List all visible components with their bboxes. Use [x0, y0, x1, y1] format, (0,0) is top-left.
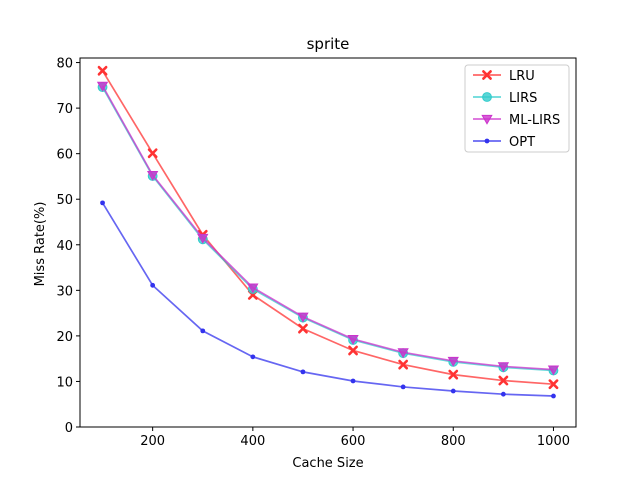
data-point-opt: [350, 378, 356, 384]
plot-frame: [79, 57, 577, 428]
legend-marker-lru: [482, 70, 492, 80]
data-point-opt: [450, 388, 456, 394]
data-point-ml-lirs: [347, 334, 359, 345]
x-tick-label: 200: [140, 434, 165, 449]
y-tick-label: 80: [56, 57, 73, 72]
y-tick-label: 40: [56, 239, 73, 254]
data-point-ml-lirs: [297, 312, 309, 323]
y-tick-label: 70: [56, 102, 73, 117]
x-tick-label: 1000: [537, 434, 570, 449]
series-ml-lirs: [96, 81, 560, 376]
chart-title: sprite: [307, 35, 350, 53]
data-point-ml-lirs: [547, 365, 560, 376]
data-point-opt: [300, 369, 306, 375]
x-tick-label: 600: [341, 434, 366, 449]
data-point-opt: [500, 391, 506, 397]
data-point-lru: [448, 369, 459, 380]
data-point-opt: [100, 200, 105, 206]
data-point-lru: [498, 375, 509, 386]
legend-marker-ml-lirs: [481, 114, 493, 125]
data-point-opt: [200, 328, 206, 334]
data-point-ml-lirs: [247, 283, 259, 294]
series-line-lru: [101, 70, 554, 386]
series-opt: [100, 200, 556, 399]
legend: LRU LIRS ML-LIRS OPT: [464, 64, 570, 153]
y-tick-label: 60: [56, 148, 73, 163]
data-point-opt: [400, 384, 406, 390]
y-axis-title: Miss Rate(%): [33, 202, 48, 287]
y-tick-label: 20: [56, 330, 73, 345]
legend-label-lirs: LIRS: [509, 91, 537, 106]
legend-label-opt: OPT: [509, 135, 535, 150]
data-point-opt: [250, 354, 256, 360]
legend-marker-opt: [484, 138, 490, 144]
y-tick-label: 50: [56, 193, 73, 208]
legend-marker-lirs: [482, 92, 492, 102]
legend-box: [464, 64, 570, 153]
legend-item-lru: LRU: [473, 69, 535, 84]
data-point-lru: [97, 65, 108, 76]
x-tick-label: 800: [441, 434, 466, 449]
legend-item-ml-lirs: ML-LIRS: [473, 113, 560, 128]
y-tick-label: 0: [65, 421, 73, 436]
data-point-lru: [147, 148, 158, 159]
series-lines: [96, 65, 560, 399]
y-tick-label: 30: [56, 284, 73, 299]
data-point-opt: [150, 282, 156, 288]
legend-item-opt: OPT: [473, 135, 535, 150]
data-point-ml-lirs: [447, 356, 459, 367]
data-point-ml-lirs: [96, 81, 109, 92]
x-tick-label: 400: [240, 434, 265, 449]
data-point-lru: [348, 345, 358, 356]
legend-label-ml-lirs: ML-LIRS: [509, 113, 560, 128]
legend-label-lru: LRU: [509, 69, 535, 84]
data-point-ml-lirs: [397, 348, 409, 359]
axes: 200 400 600 800 1000 0 10 20 30 40 50 60 70 80: [56, 57, 570, 449]
series-line-opt: [101, 202, 554, 397]
data-point-ml-lirs: [197, 233, 209, 244]
series-line-ml-lirs: [101, 85, 554, 371]
x-axis-title: Cache Size: [292, 456, 363, 471]
data-point-ml-lirs: [146, 170, 159, 181]
data-point-lru: [398, 359, 409, 370]
data-point-lru: [298, 323, 308, 334]
y-tick-label: 10: [56, 375, 73, 390]
data-point-lru: [548, 379, 559, 390]
data-point-ml-lirs: [497, 362, 510, 373]
legend-item-lirs: LIRS: [473, 91, 537, 106]
data-point-opt: [551, 393, 556, 399]
